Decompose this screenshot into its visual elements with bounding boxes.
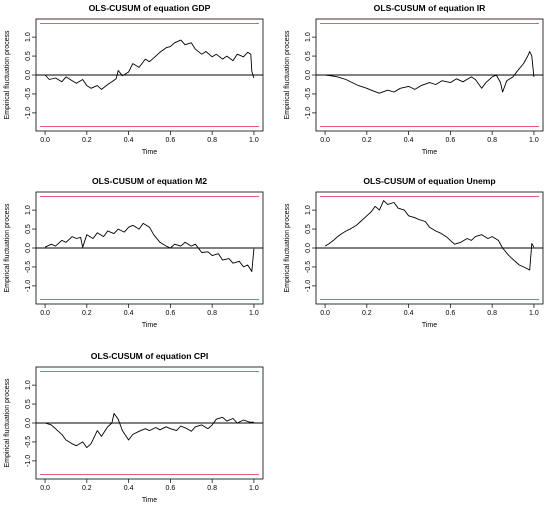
cusum-line (325, 51, 535, 94)
y-tick-label: -1.0 (305, 280, 312, 292)
cusum-line (324, 200, 535, 271)
y-tick-label: -0.5 (25, 88, 32, 100)
x-tick-label: 0.2 (362, 310, 372, 317)
y-tick-label: 0.0 (305, 243, 312, 253)
x-tick-label: 0.4 (124, 310, 134, 317)
cusum-line (44, 413, 254, 449)
chart-title: OLS-CUSUM of equation Unemp (363, 176, 495, 186)
y-tick-label: 1.0 (25, 380, 32, 390)
chart-panel-3: OLS-CUSUM of equation M2 0.0 0.2 0.4 0.6 0.8 1… (4, 176, 264, 329)
x-tick-label: 0.0 (320, 310, 330, 317)
y-axis-label: Empirical fluctuation process (284, 30, 291, 120)
x-axis-label: Time (142, 497, 157, 504)
y-axis-label: Empirical fluctuation process (4, 203, 11, 293)
y-tick-label: -1.0 (305, 107, 312, 119)
y-axis-label: Empirical fluctuation process (4, 30, 11, 120)
chart-panel-2: OLS-CUSUM of equation IR 0.0 0.2 0.4 0.6 0.8 1… (284, 3, 544, 156)
y-tick-label: 1.0 (25, 32, 32, 42)
y-tick-label: -0.5 (25, 436, 32, 448)
x-tick-label: 0.8 (207, 485, 217, 492)
x-tick-label: 0.8 (207, 137, 217, 144)
y-tick-label: 0.0 (25, 243, 32, 253)
chart-panel-1: OLS-CUSUM of equation GDP 0.0 0.2 0.4 0.6 0.8… (4, 3, 264, 156)
x-tick-label: 0.2 (82, 485, 92, 492)
x-tick-label: 1.0 (249, 137, 259, 144)
x-tick-label: 0.0 (40, 137, 50, 144)
y-axis-label: Empirical fluctuation process (4, 378, 11, 468)
y-tick-label: 0.0 (25, 70, 32, 80)
chart-panel-5: OLS-CUSUM of equation CPI 0.0 0.2 0.4 0.6 0.8… (4, 351, 264, 504)
y-tick-label: -0.5 (305, 88, 312, 100)
x-tick-label: 0.4 (404, 310, 414, 317)
x-tick-label: 0.2 (82, 310, 92, 317)
y-tick-label: 1.0 (25, 205, 32, 215)
y-tick-label: -0.5 (25, 261, 32, 273)
x-tick-label: 0.0 (40, 310, 50, 317)
cusum-line (44, 222, 255, 272)
chart-title: OLS-CUSUM of equation IR (374, 3, 487, 13)
x-tick-label: 0.8 (487, 310, 497, 317)
x-tick-label: 0.8 (207, 310, 217, 317)
y-tick-label: 0.0 (305, 70, 312, 80)
y-axis-label: Empirical fluctuation process (284, 203, 291, 293)
x-tick-label: 1.0 (529, 137, 539, 144)
y-tick-label: 1.0 (305, 32, 312, 42)
x-tick-label: 0.4 (124, 485, 134, 492)
y-tick-label: 0.5 (25, 399, 32, 409)
x-tick-label: 0.2 (362, 137, 372, 144)
y-tick-label: 0.5 (25, 51, 32, 61)
y-tick-label: -0.5 (305, 261, 312, 273)
y-tick-label: -1.0 (25, 280, 32, 292)
x-tick-label: 0.0 (40, 485, 50, 492)
x-tick-label: 1.0 (249, 310, 259, 317)
x-axis-label: Time (422, 322, 437, 329)
x-tick-label: 0.4 (404, 137, 414, 144)
chart-title: OLS-CUSUM of equation M2 (92, 176, 207, 186)
x-axis-label: Time (422, 149, 437, 156)
chart-panel-4: OLS-CUSUM of equation Unemp 0.0 0.2 0.4 0.6 0… (284, 176, 544, 329)
x-tick-label: 0.6 (446, 137, 456, 144)
y-tick-label: 0.5 (305, 51, 312, 61)
y-tick-label: 1.0 (305, 205, 312, 215)
x-tick-label: 0.2 (82, 137, 92, 144)
x-tick-label: 0.6 (166, 485, 176, 492)
x-tick-label: 0.0 (320, 137, 330, 144)
x-tick-label: 1.0 (249, 485, 259, 492)
x-tick-label: 0.6 (166, 310, 176, 317)
x-axis-label: Time (142, 149, 157, 156)
chart-title: OLS-CUSUM of equation CPI (91, 351, 208, 361)
x-tick-label: 0.6 (446, 310, 456, 317)
chart-title: OLS-CUSUM of equation GDP (89, 3, 211, 13)
y-tick-label: 0.5 (25, 224, 32, 234)
x-tick-label: 1.0 (529, 310, 539, 317)
x-tick-label: 0.4 (124, 137, 134, 144)
y-tick-label: 0.0 (25, 418, 32, 428)
cusum-line (44, 39, 255, 90)
y-tick-label: -1.0 (25, 107, 32, 119)
x-tick-label: 0.8 (487, 137, 497, 144)
y-tick-label: 0.5 (305, 224, 312, 234)
x-axis-label: Time (142, 322, 157, 329)
y-tick-label: -1.0 (25, 455, 32, 467)
x-tick-label: 0.6 (166, 137, 176, 144)
